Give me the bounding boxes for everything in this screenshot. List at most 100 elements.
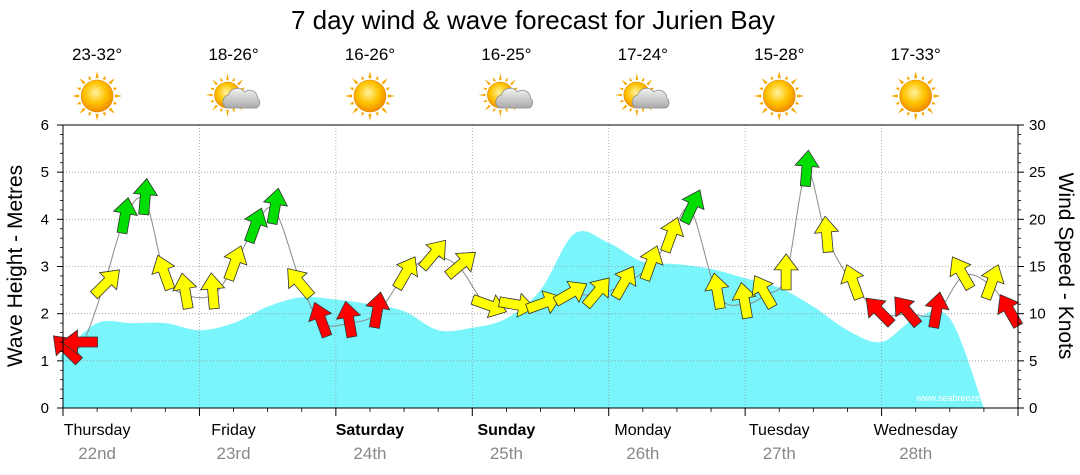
- sun-ray: [761, 107, 768, 114]
- sun-ray: [88, 111, 92, 117]
- weather-icon-sunny: [345, 71, 395, 121]
- sun-ray: [79, 78, 86, 85]
- wind-arrow: [470, 294, 508, 319]
- wind-arrow: [223, 245, 248, 282]
- sun-ray: [484, 79, 491, 86]
- sun-ray: [385, 101, 391, 105]
- wind-arrow: [659, 216, 685, 254]
- sun-icon: [754, 71, 805, 121]
- sun-ray: [482, 99, 488, 103]
- x-axis-date-label: 22nd: [78, 444, 116, 463]
- sun-ray: [907, 75, 911, 81]
- sun-ray: [76, 87, 82, 91]
- chart-title: 7 day wind & wave forecast for Jurien Ba…: [291, 5, 775, 35]
- sun-ray: [349, 87, 354, 91]
- sun-ray: [619, 87, 624, 91]
- sun-ray: [493, 108, 496, 113]
- sun-ray: [931, 87, 936, 91]
- sun-ray: [761, 78, 768, 85]
- sun-ray: [88, 75, 92, 81]
- wind-arrow-shape: [60, 329, 98, 355]
- wind-arrow-shape: [552, 280, 588, 307]
- wind-arrow: [132, 177, 159, 216]
- temperature-range: 18-26°: [208, 45, 258, 64]
- wind-arrow: [679, 189, 705, 226]
- wind-arrow-shape: [444, 251, 476, 280]
- x-axis-date-label: 24th: [353, 444, 386, 463]
- x-axis: Thursday 22nd Friday 23rd Saturday 24th Sunday…: [62, 408, 1019, 463]
- wind-arrow-shape: [679, 189, 705, 226]
- sun-ray: [921, 75, 925, 81]
- right-axis: 0 5 10 15 20 25 30: [1017, 117, 1046, 417]
- sun-ray: [478, 93, 486, 97]
- sun-ray: [907, 111, 911, 117]
- sun-ray: [784, 75, 788, 81]
- wind-arrow-shape: [581, 277, 610, 310]
- watermark-text: www.seabreeze.com.au: [915, 393, 1012, 403]
- sun-ray: [375, 75, 379, 81]
- sun-ray: [95, 113, 99, 121]
- wind-arrow-shape: [112, 196, 138, 235]
- sun-ray: [629, 77, 633, 82]
- sun-ray: [890, 94, 898, 98]
- sun-ray: [795, 101, 800, 105]
- sun-ray: [921, 111, 925, 117]
- sun-ray: [754, 94, 762, 98]
- wind-arrow: [731, 281, 757, 320]
- wind-arrow: [243, 207, 268, 245]
- wave-height-area: [60, 230, 1018, 408]
- wind-arrow: [704, 272, 730, 310]
- wind-arrow: [924, 291, 950, 329]
- right-axis-tick-label: 5: [1029, 353, 1037, 370]
- wind-arrow-shape: [172, 272, 198, 310]
- weather-icon-partly-cloudy: [205, 73, 261, 117]
- left-axis-tick-label: 6: [41, 117, 49, 134]
- sun-ray: [927, 78, 934, 85]
- left-axis-label: Wave Height - Metres: [4, 165, 27, 367]
- cloud-icon: [631, 87, 670, 109]
- sun-ray: [619, 99, 624, 103]
- wind-arrow: [262, 187, 289, 226]
- cloud-shape: [495, 87, 533, 109]
- wind-arrow-shape: [470, 294, 508, 319]
- sun-ray: [385, 87, 391, 91]
- wind-arrow-shape: [949, 256, 976, 292]
- temperature-range: 17-33°: [891, 45, 941, 64]
- sun-ray: [898, 78, 905, 85]
- wind-arrow-shape: [89, 269, 120, 300]
- wind-arrow-shape: [132, 177, 159, 216]
- left-axis-tick-label: 1: [41, 353, 49, 370]
- sun-ray: [504, 108, 508, 113]
- cloud-icon: [495, 87, 533, 109]
- wind-arrow: [610, 265, 637, 301]
- wind-arrow-shape: [704, 272, 730, 310]
- wind-arrow: [365, 291, 391, 329]
- wind-arrow-shape: [392, 256, 418, 292]
- right-axis-tick-label: 25: [1029, 164, 1046, 181]
- sun-ray: [499, 73, 502, 81]
- sun-ray: [927, 107, 934, 114]
- weather-icon-partly-cloudy: [614, 73, 670, 117]
- wind-arrow-shape: [308, 301, 333, 339]
- wind-arrow: [813, 215, 840, 254]
- sun-ray: [212, 79, 218, 86]
- sun-ray: [232, 108, 235, 113]
- sun-ray: [113, 101, 118, 105]
- sun-ray: [758, 87, 764, 91]
- wind-arrow: [392, 256, 418, 292]
- sun-ray: [635, 109, 639, 117]
- sun-ray: [914, 71, 918, 79]
- wind-arrow: [60, 329, 98, 355]
- sun-ray: [352, 107, 359, 114]
- x-axis-day-label: Friday: [211, 422, 255, 439]
- wind-arrow-shape: [610, 265, 637, 301]
- wind-arrow: [335, 300, 362, 339]
- weather-icon-sunny: [72, 71, 123, 121]
- sun-ray: [629, 108, 633, 113]
- sun-ray: [914, 113, 918, 121]
- weather-icon-sunny: [890, 71, 941, 121]
- temperature-range: 16-25°: [481, 45, 531, 64]
- sun-ray: [646, 79, 653, 86]
- wind-arrow-shape: [418, 239, 446, 272]
- wind-arrow: [949, 256, 976, 292]
